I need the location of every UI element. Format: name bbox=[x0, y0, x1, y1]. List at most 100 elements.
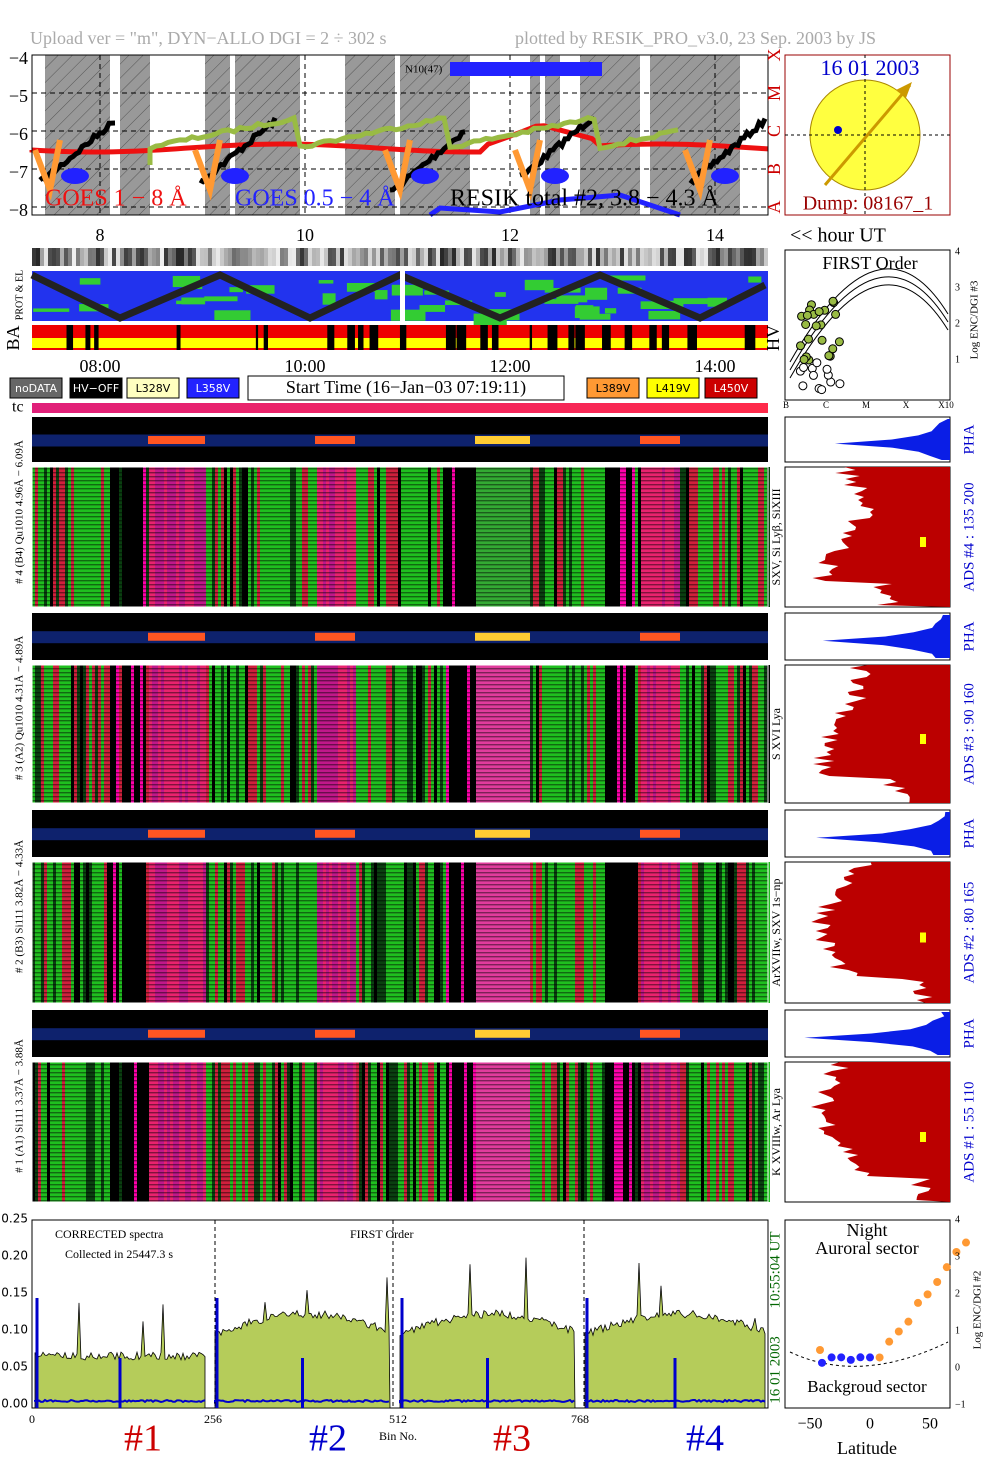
pha-hot bbox=[640, 632, 680, 641]
gray-bar bbox=[456, 248, 460, 266]
gray-bar bbox=[668, 248, 672, 266]
gray-bar bbox=[304, 248, 308, 266]
fo-curve bbox=[789, 284, 949, 379]
y-tick-label: 2 bbox=[955, 1288, 960, 1299]
prot-green bbox=[524, 279, 554, 291]
pha-hot bbox=[315, 829, 355, 838]
gray-bar bbox=[88, 248, 92, 266]
gray-bar bbox=[332, 248, 336, 266]
legend-box bbox=[126, 377, 180, 399]
gray-bar bbox=[152, 248, 156, 266]
gray-bar bbox=[344, 248, 348, 266]
prot-green bbox=[707, 297, 728, 307]
goes-blue bbox=[221, 168, 249, 184]
channels: # 4 (B4) Qu1010 4.96Å − 6.09Å SXV, Si Lyβ… bbox=[14, 416, 977, 1203]
legend-label: RESIK total #2, 3.8 − 4.3 Å bbox=[450, 186, 720, 212]
legend-label: L358V bbox=[196, 382, 231, 395]
gray-bar bbox=[592, 248, 596, 266]
gray-bar bbox=[316, 248, 320, 266]
legend-label: L389V bbox=[596, 382, 631, 395]
channel-frame bbox=[31, 861, 769, 1004]
auroral: Auroral sector bbox=[815, 1238, 918, 1258]
gray-bar bbox=[516, 248, 520, 266]
background: Backgroud sector bbox=[807, 1377, 927, 1396]
x-tick-label: 0 bbox=[29, 1412, 35, 1426]
x-axis-label: Bin No. bbox=[379, 1429, 417, 1443]
gray-bar bbox=[388, 248, 392, 266]
gray-bar bbox=[536, 248, 540, 266]
gray-bar bbox=[404, 248, 408, 266]
streaks bbox=[32, 467, 768, 607]
sun-arrow-head bbox=[896, 82, 912, 98]
channel-ads: ADS #2 : 80 165 bbox=[961, 882, 977, 984]
class-label: A bbox=[764, 201, 784, 214]
prot-green bbox=[391, 284, 423, 296]
gray-bar bbox=[700, 248, 704, 266]
pha-hot bbox=[315, 1029, 355, 1038]
pha-hot bbox=[640, 829, 680, 838]
x-tick-label: 14 bbox=[706, 225, 724, 245]
gray-bar bbox=[72, 248, 76, 266]
gray-bar bbox=[240, 248, 244, 266]
ba-black bbox=[547, 325, 558, 350]
gray-bar bbox=[440, 248, 444, 266]
prot-green bbox=[544, 299, 579, 304]
gray-bar bbox=[484, 248, 488, 266]
time-label: 12:00 bbox=[489, 356, 530, 376]
gray-bar bbox=[68, 248, 72, 266]
gray-bar bbox=[168, 248, 172, 266]
ads-profile bbox=[812, 467, 950, 607]
goes-panel: N10(47) bbox=[29, 55, 769, 218]
legend-label: noDATA bbox=[15, 382, 58, 395]
spectrum-panel: 0.00 0.05 0.10 0.15 0.20 0.25 0 256 512 768 Bin No… bbox=[1, 1212, 783, 1460]
ba-black bbox=[347, 325, 355, 350]
orbit-point bbox=[816, 1346, 824, 1354]
gray-bar bbox=[712, 248, 716, 266]
gray-bar bbox=[528, 248, 532, 266]
gray-bar bbox=[256, 248, 260, 266]
y-tick-label: 0.10 bbox=[1, 1323, 28, 1337]
fo-point bbox=[811, 321, 821, 331]
gray-bar bbox=[348, 248, 352, 266]
fo-point bbox=[835, 379, 845, 389]
gray-bar bbox=[84, 248, 88, 266]
status-label: BA bbox=[3, 325, 23, 350]
hatch bbox=[580, 55, 640, 215]
note: CORRECTED spectra bbox=[55, 1227, 164, 1241]
orbit-point bbox=[952, 1247, 961, 1256]
gray-bar bbox=[384, 248, 388, 266]
gray-bar bbox=[208, 248, 212, 266]
gray-bar bbox=[76, 248, 80, 266]
gray-bar bbox=[44, 248, 48, 266]
gray-bar bbox=[340, 248, 344, 266]
x-tick-label: 768 bbox=[571, 1412, 589, 1426]
gray-bar bbox=[560, 248, 564, 266]
gray-bar bbox=[664, 248, 668, 266]
gray-bar bbox=[104, 248, 108, 266]
ba-black bbox=[748, 325, 756, 350]
ba-black bbox=[480, 325, 487, 350]
channel-pha: PHA bbox=[961, 424, 977, 454]
ba-black bbox=[263, 325, 269, 350]
goes-green bbox=[147, 114, 679, 165]
header-left: Upload ver = "m", DYN−ALLO DGI = 2 ÷ 302… bbox=[30, 28, 386, 48]
ba-black bbox=[176, 325, 181, 350]
gray-bar bbox=[188, 248, 192, 266]
prot-green bbox=[640, 301, 676, 310]
gray-bar bbox=[476, 248, 480, 266]
ads-profile bbox=[811, 862, 950, 1003]
orbit-point bbox=[818, 1358, 826, 1367]
gray-bar bbox=[444, 248, 448, 266]
gray-bar bbox=[600, 248, 604, 266]
channel-frame bbox=[31, 466, 769, 608]
prot-green bbox=[214, 310, 251, 321]
gray-bar bbox=[588, 248, 592, 266]
pha-hot bbox=[475, 436, 530, 444]
gray-bar bbox=[496, 248, 500, 266]
gray-bar bbox=[264, 248, 268, 266]
goes-orange bbox=[682, 139, 713, 201]
x-tick-label: 256 bbox=[204, 1412, 222, 1426]
fo-point bbox=[822, 364, 832, 374]
gray-bar bbox=[616, 248, 620, 266]
ba-black bbox=[649, 325, 657, 350]
